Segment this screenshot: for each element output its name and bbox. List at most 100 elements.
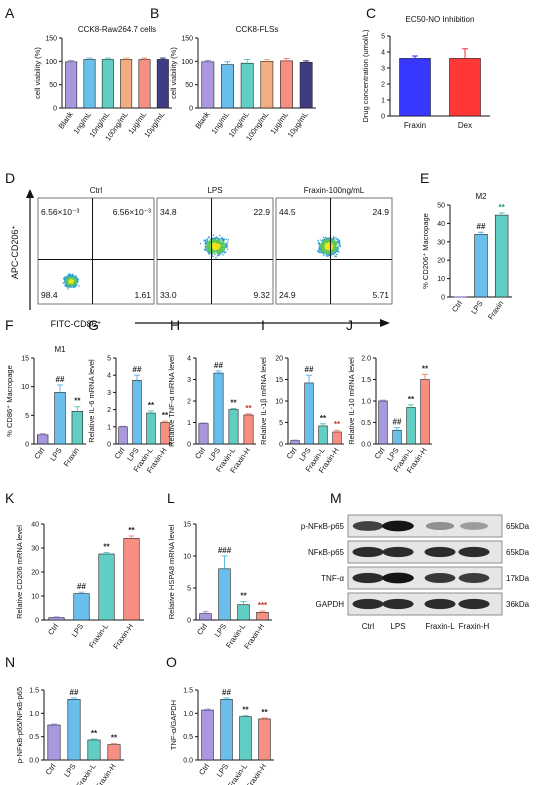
flow-event [75,277,78,279]
y-tick-label: 2.0 [361,356,371,363]
flow-event [212,238,214,241]
flow-event [324,240,326,243]
bar [101,59,114,109]
flow-event [321,242,324,245]
flow-event [337,239,339,242]
flow-event [209,243,211,245]
quadrant-value-lr: 9.32 [253,290,270,300]
y-tick-label: 1.5 [29,688,39,695]
flow-event [336,240,339,243]
flow-event [212,250,214,253]
y-tick-label: 1.0 [361,399,371,406]
flow-event [221,250,223,252]
flow-event [319,246,321,248]
y-axis-label: Relative TNF-α mRNA level [167,355,176,447]
flow-event [208,250,210,252]
flow-event [225,242,227,245]
flow-event [337,248,340,250]
flow-event [63,282,66,284]
significance-mark: ** [242,706,249,715]
flow-event [218,246,220,249]
x-tick-label: Fraxin-L [74,762,97,785]
flow-event [209,239,211,242]
flow-event [330,237,332,240]
blot-band [352,572,384,584]
y-tick-label: 10 [437,276,445,283]
flow-event [318,249,320,252]
significance-mark: ## [56,375,65,384]
y-tick-label: 0.0 [361,442,371,449]
flow-event [226,241,229,243]
y-tick-label: 1 [381,98,385,105]
y-axis-label: % CD86⁺ Macropage [5,365,14,437]
flow-event [336,253,338,256]
flow-event [213,242,215,244]
flow-event [327,241,329,243]
y-tick-label: 0 [35,618,39,625]
flow-event [330,240,332,242]
flow-event [318,241,320,243]
flow-event [328,241,331,243]
flow-event [218,249,221,251]
x-tick-label: Fraxin-H [244,762,268,785]
y-tick-label: 1.0 [29,711,39,718]
blot-band [458,546,490,558]
flow-event [72,284,74,286]
flow-event [73,283,75,286]
y-tick-label: 0 [189,106,193,113]
flow-event [328,237,330,240]
flow-event [323,251,326,253]
blot-row-GAPDH: GAPDH 36kDa [316,592,530,616]
flow-event [73,281,75,284]
flow-event [333,252,335,255]
flow-event [208,246,210,249]
flow-event [217,249,220,251]
flow-event [332,241,335,244]
flow-event [222,245,224,247]
flow-event [334,242,336,245]
bar [201,61,215,109]
flow-event [322,244,324,247]
flow-event [207,251,210,254]
flow-event [215,257,217,259]
flow-event [224,246,227,249]
flow-event [67,285,69,288]
flow-event [65,285,68,287]
bar [132,380,142,445]
x-tick-label: Fraxin [404,121,426,130]
flow-event [222,254,224,256]
flow-event [212,238,214,240]
flow-event [336,246,338,249]
blot-size-label: 36kDa [506,600,530,609]
panel-letter-N: N [5,654,15,670]
flow-plot-title: Fraxin-100ng/mL [304,186,365,195]
flow-event [337,241,340,243]
flow-event [317,239,319,242]
flow-event [68,273,70,275]
significance-mark: ## [133,365,142,374]
flow-event [68,284,71,286]
flow-event [324,248,327,250]
flow-event [209,248,212,250]
flow-event [329,242,331,245]
flow-event [206,247,208,250]
flow-event [333,252,335,254]
panel-letter-J: J [346,317,353,333]
flow-event [325,253,327,256]
blot-band [352,598,384,610]
bar [199,613,212,621]
panel-letter-H: H [170,317,180,333]
flow-event [70,285,72,287]
y-tick-label: 0.5 [183,734,193,741]
flow-event [67,283,69,285]
x-tick-label: Fraxin-H [111,622,135,651]
quadrant-value-ll: 24.9 [279,290,296,300]
flow-event [328,242,331,244]
flow-event [323,249,325,251]
flow-event [325,239,327,242]
flow-event [331,245,333,247]
flow-event [66,275,68,277]
flow-event [207,243,209,245]
y-tick-label: 3 [107,390,111,397]
western-blot-panel: p-NFκB-p65 65kDa NFκB-p65 65kDa TNF-α 17kDa GA… [301,514,530,631]
